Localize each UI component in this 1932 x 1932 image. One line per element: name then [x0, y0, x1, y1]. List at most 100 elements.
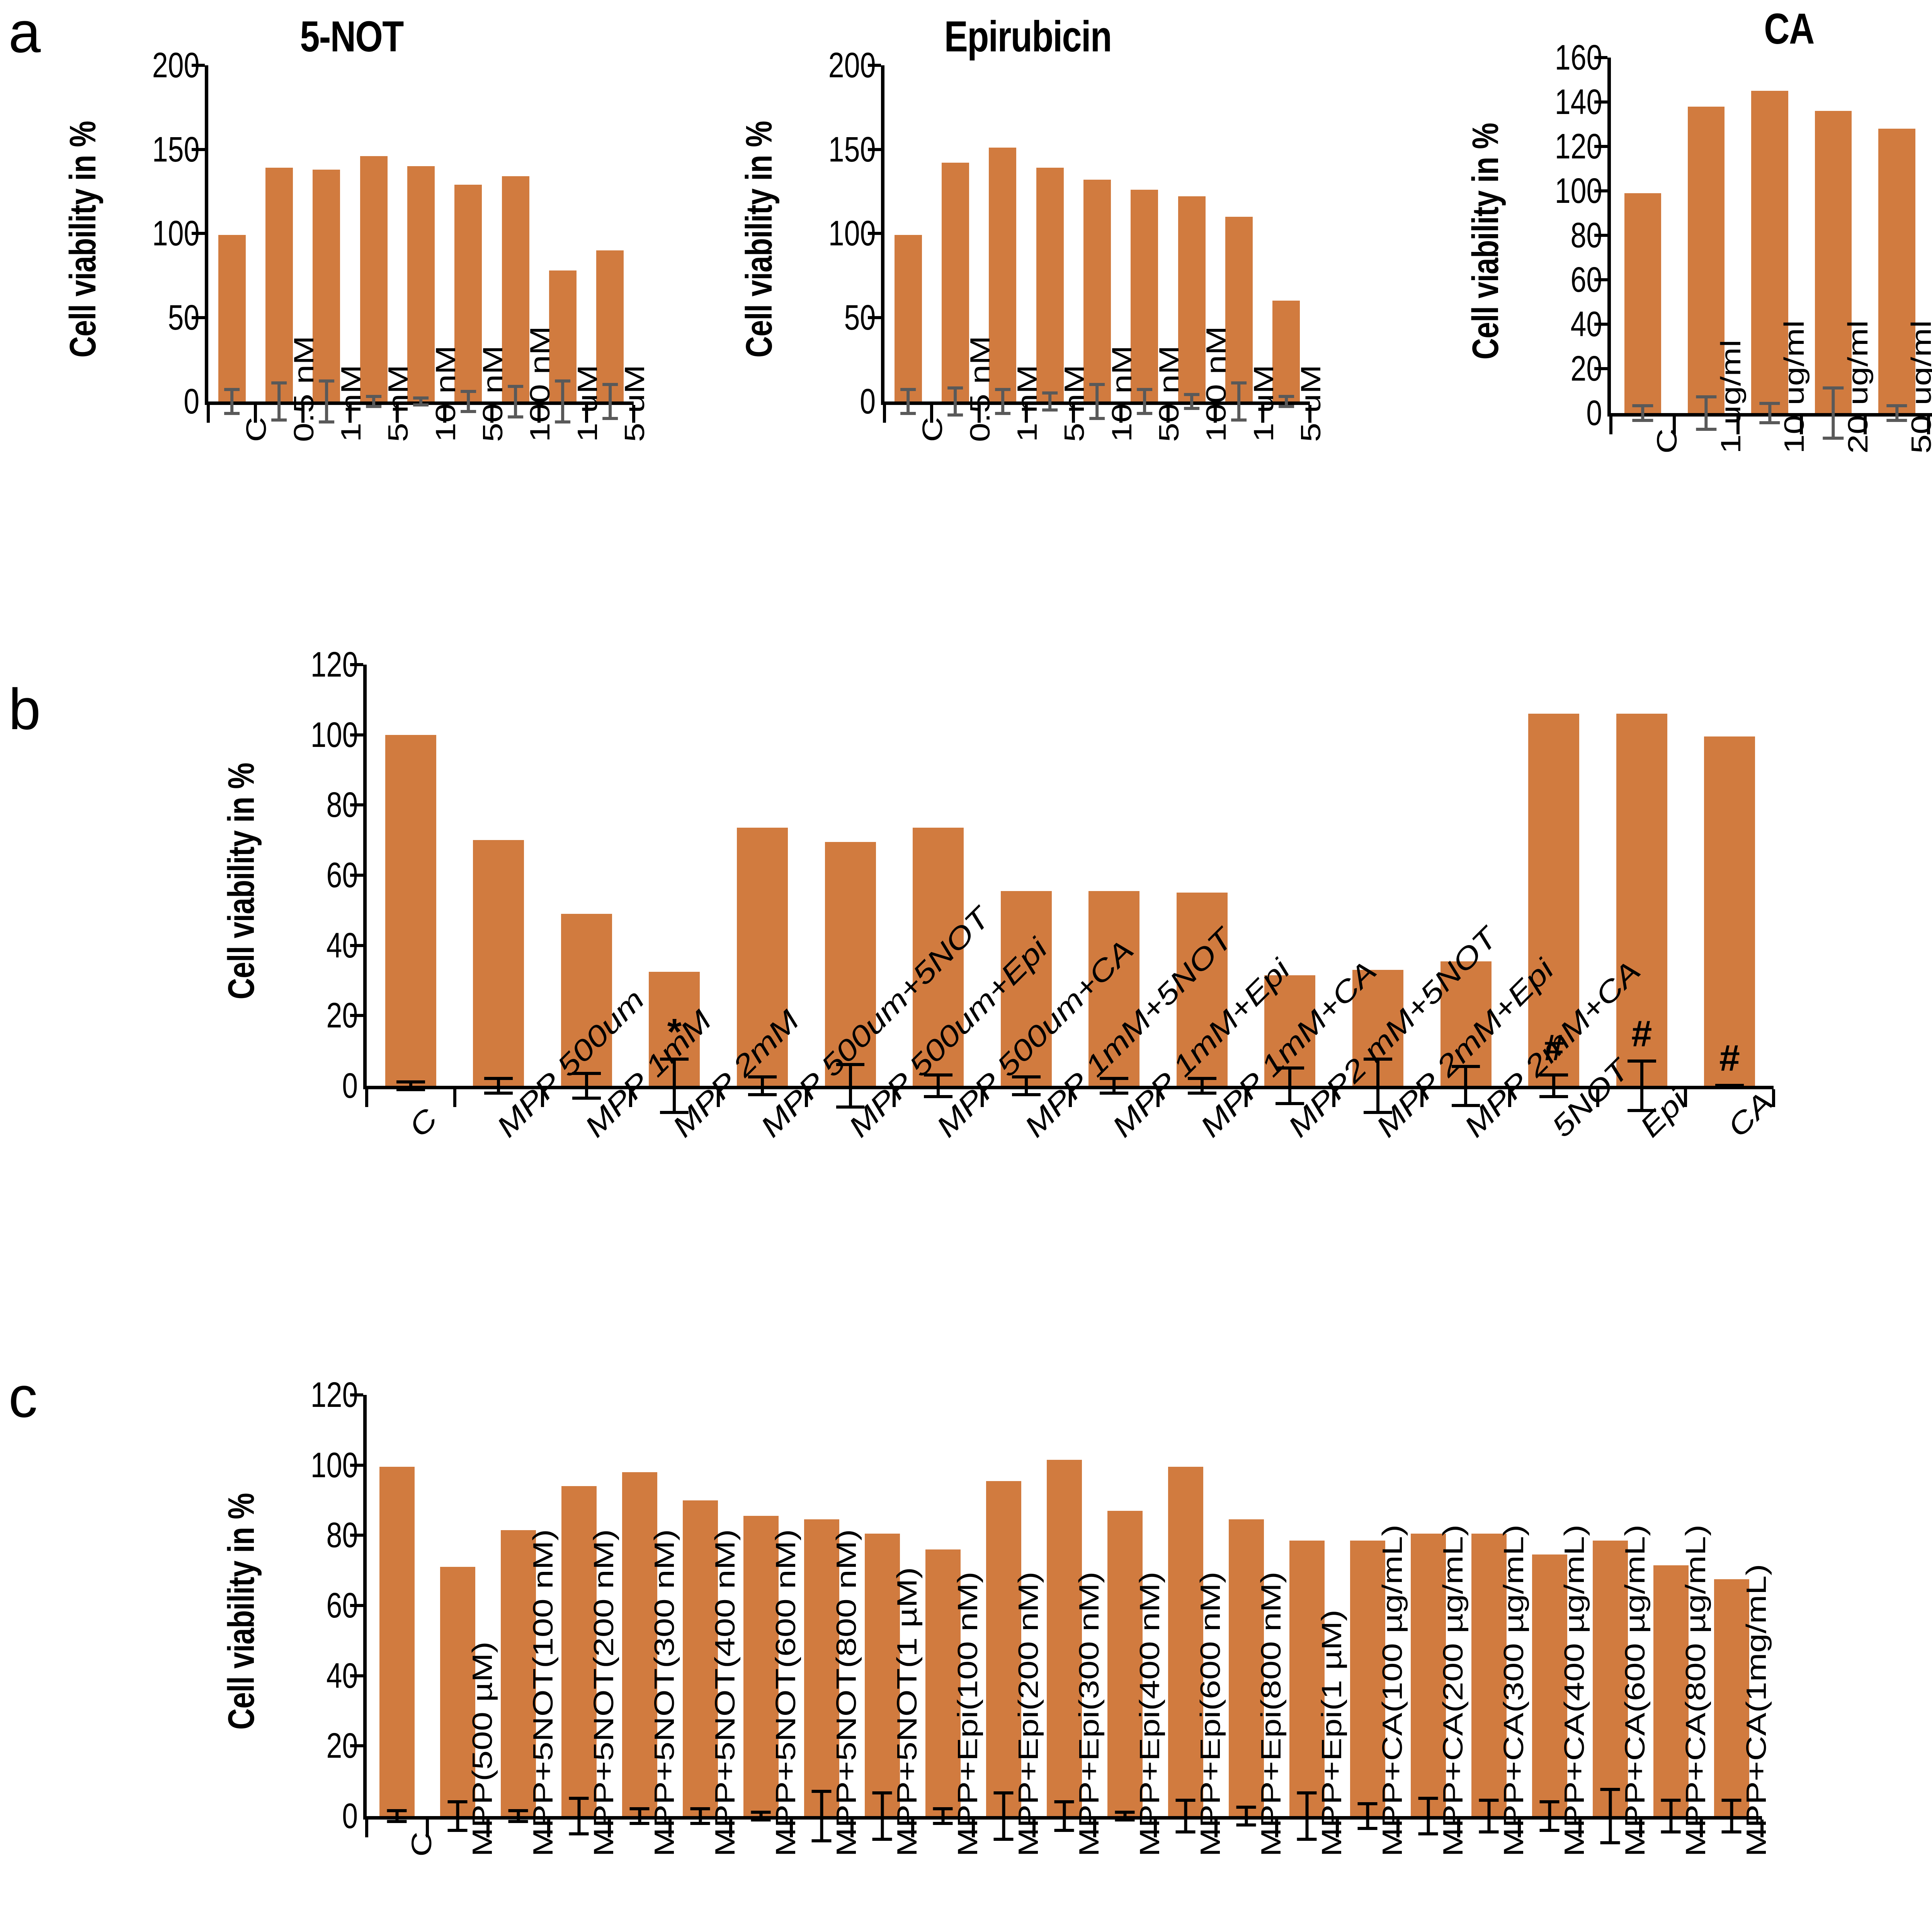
- x-axis-tick: [1508, 1089, 1512, 1107]
- bar-group: [1158, 665, 1246, 1095]
- bar: [1168, 1467, 1204, 1834]
- y-tick-label: 100: [1554, 171, 1602, 211]
- error-bar-stem: [1184, 1798, 1187, 1834]
- bar: [265, 168, 293, 422]
- error-bar: [569, 1797, 589, 1835]
- bar-group: [1738, 58, 1801, 424]
- x-axis-line: [881, 401, 1310, 405]
- error-bar-stem: [1284, 395, 1288, 408]
- x-tick-label-text: MPP+5NOT(100 nM): [527, 1529, 559, 1857]
- bar-group: [718, 665, 806, 1097]
- significance-marker: #: [1719, 1037, 1740, 1079]
- error-bar-stem: [1143, 388, 1146, 415]
- x-axis-tick: [1684, 1089, 1687, 1107]
- error-bar-stem: [1464, 1065, 1468, 1107]
- significance-marker: #: [1543, 1027, 1564, 1069]
- error-bar-cap-bottom: [751, 1818, 771, 1821]
- error-bar-cap-bottom: [1627, 1109, 1656, 1112]
- error-bar-stem: [1609, 1788, 1612, 1844]
- y-axis-tick: [1594, 189, 1607, 192]
- error-bar-cap-top: [484, 1077, 513, 1080]
- bar-group: [445, 65, 492, 413]
- error-bar-stem: [1376, 1058, 1379, 1114]
- error-bar-cap-bottom: [947, 413, 963, 417]
- error-bar-cap-top: [224, 388, 240, 391]
- error-bar-cap-bottom: [1600, 1841, 1620, 1844]
- x-axis-tick: [632, 405, 635, 423]
- x-axis-line: [363, 1816, 1762, 1820]
- x-axis-tick: [1772, 1089, 1775, 1107]
- x-tick-label-text: 1 uM: [1248, 364, 1279, 442]
- error-bar: [924, 1073, 953, 1098]
- bar: [1410, 1533, 1446, 1835]
- x-axis-tick: [850, 1820, 854, 1837]
- bar: [913, 828, 964, 1098]
- x-tick-label: C: [403, 1102, 444, 1157]
- x-axis-tick: [1119, 405, 1122, 423]
- error-bar: [396, 1080, 425, 1091]
- chart-title-epirubicin: Epirubicin: [944, 12, 1112, 61]
- x-tick-label-text: 50 nM: [477, 345, 509, 442]
- x-tick-label: 5 uM: [619, 365, 698, 477]
- x-axis-tick: [486, 1820, 490, 1837]
- error-bar: [224, 388, 240, 415]
- x-tick-label-text: MPP+Epi(600 nM): [1195, 1571, 1226, 1857]
- x-tick-label-text: 0.5 nM: [964, 335, 996, 442]
- x-axis-tick: [930, 405, 934, 423]
- bar-group: [1121, 65, 1168, 415]
- bar: [1714, 1579, 1750, 1834]
- error-bar-cap-bottom: [1715, 1084, 1744, 1088]
- x-axis-tick: [1639, 1820, 1642, 1837]
- bar: [1471, 1533, 1507, 1834]
- x-tick-label-text: 1 nM: [1012, 364, 1043, 442]
- error-bar-stem: [517, 1809, 520, 1823]
- bar-group: [1865, 58, 1929, 422]
- y-tick-label: 150: [828, 129, 876, 169]
- error-bar-cap-bottom: [1187, 1091, 1216, 1095]
- bar-group: [427, 1395, 488, 1832]
- bar-group: [1215, 65, 1262, 422]
- y-axis-tick: [192, 232, 205, 235]
- error-bar-cap-top: [924, 1073, 953, 1077]
- x-tick-label: MPP+CA(1mg/mL): [1741, 1564, 1932, 1891]
- x-axis-tick: [453, 1089, 456, 1107]
- x-axis-tick: [717, 1089, 720, 1107]
- error-bar-cap-bottom: [318, 420, 334, 423]
- x-tick-label-text: 100 nM: [1201, 326, 1232, 442]
- error-bar-stem: [1200, 1077, 1204, 1095]
- bar-group: [1216, 1395, 1277, 1827]
- bar: [473, 840, 524, 1095]
- bar-group: [670, 1395, 731, 1825]
- y-axis-tick: [350, 1674, 363, 1677]
- bar: [1624, 193, 1661, 422]
- error-bar-cap-top: [1278, 395, 1294, 398]
- error-bar: [1661, 1798, 1681, 1834]
- bar: [218, 235, 246, 415]
- error-bar-cap-top: [1539, 1800, 1560, 1804]
- error-bar-stem: [906, 388, 910, 415]
- bar-group: [1246, 665, 1334, 1105]
- bar: [986, 1481, 1022, 1841]
- error-bar-cap-top: [1100, 1077, 1129, 1080]
- bar-series: [884, 65, 1310, 422]
- error-bar-cap-bottom: [1539, 1828, 1560, 1832]
- error-bar: [872, 1791, 892, 1841]
- error-bar-stem: [1669, 1798, 1673, 1834]
- x-tick-label-text: 10 nM: [430, 345, 461, 442]
- error-bar-cap-top: [1115, 1811, 1135, 1814]
- error-bar-stem: [820, 1789, 823, 1843]
- bar-group: [1034, 1395, 1095, 1832]
- plot-area: * # # # C MPP 500um MPP 1mM MPP 2mM MPP 500um+5N…: [350, 663, 1779, 1143]
- bar: [1088, 891, 1140, 1095]
- error-bar: [1184, 393, 1199, 410]
- x-axis-tick: [608, 1820, 611, 1837]
- x-axis-tick: [1261, 405, 1264, 423]
- error-bar-cap-bottom: [1721, 1830, 1742, 1834]
- bar: [1289, 1540, 1325, 1841]
- panel-letter-b: b: [9, 677, 41, 742]
- bar-group: #: [1685, 665, 1774, 1088]
- error-bar-stem: [1305, 1791, 1309, 1841]
- bar-series: [208, 65, 634, 423]
- error-bar-cap-bottom: [569, 1832, 589, 1835]
